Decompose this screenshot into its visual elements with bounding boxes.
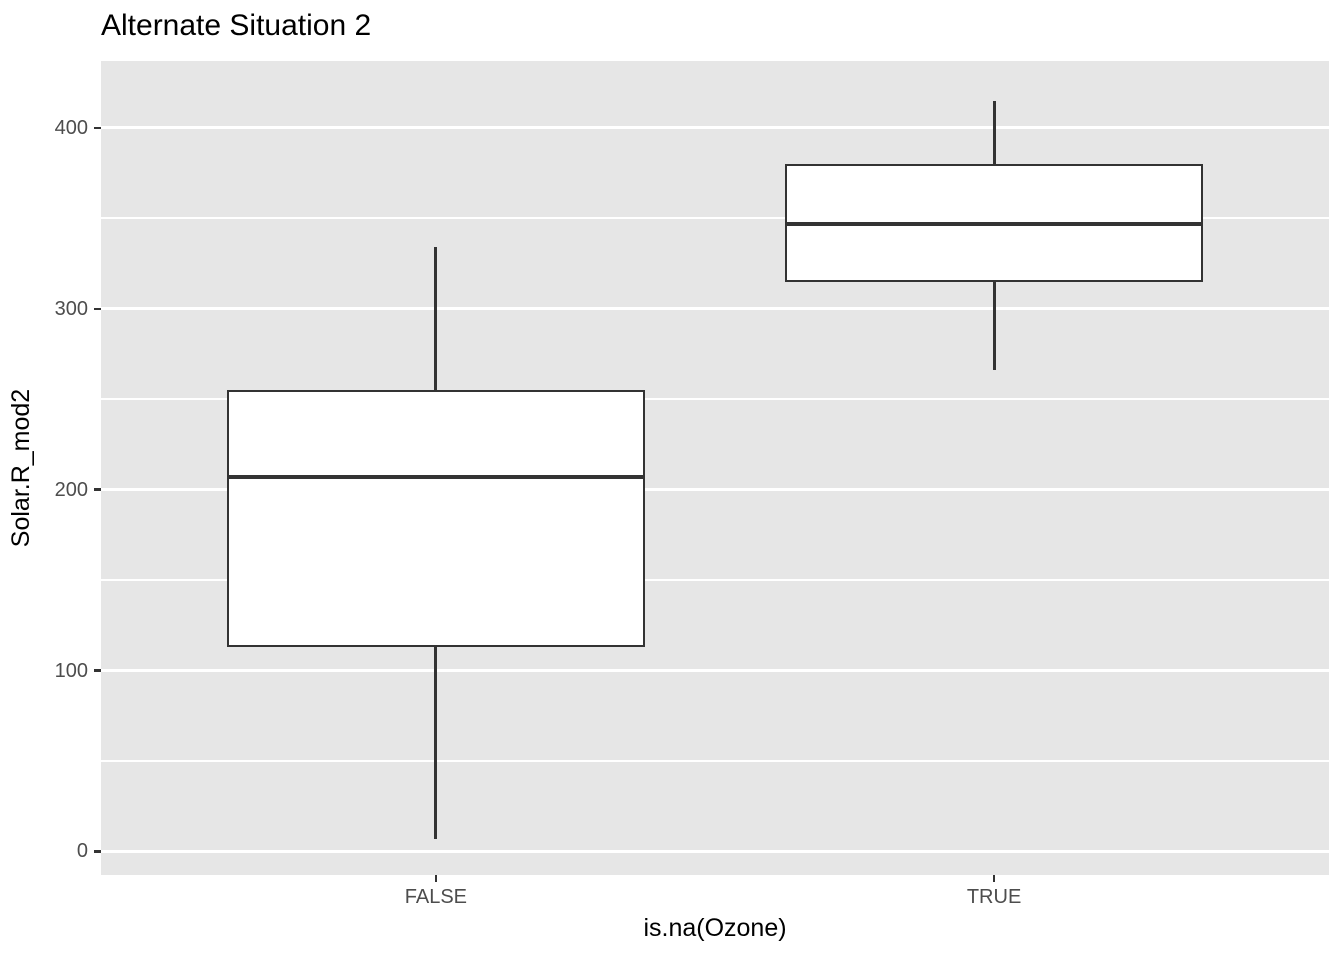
boxplot-upper-whisker	[434, 247, 438, 391]
y-axis-tick-mark	[94, 126, 101, 130]
gridline-minor	[101, 579, 1329, 582]
gridline-minor	[101, 398, 1329, 401]
plot-title: Alternate Situation 2	[101, 9, 372, 42]
boxplot-median-line	[228, 474, 644, 480]
y-axis-tick-label: 0	[76, 840, 88, 863]
y-axis-tick-mark	[94, 488, 101, 491]
x-axis-title: is.na(Ozone)	[643, 914, 787, 942]
x-axis-tick-label: FALSE	[404, 886, 468, 908]
gridline-major	[101, 126, 1329, 130]
plot-panel	[101, 61, 1329, 875]
gridline-major	[101, 488, 1329, 492]
x-axis-tick-label: TRUE	[966, 886, 1022, 908]
x-axis-tick-mark	[434, 875, 438, 882]
gridline-major	[101, 307, 1329, 311]
boxplot-box	[226, 390, 646, 648]
y-axis-tick-mark	[94, 850, 101, 853]
y-axis-tick-mark	[94, 669, 101, 672]
gridline-minor	[101, 760, 1329, 763]
y-axis-title: Solar.R_mod2	[7, 388, 35, 548]
y-axis-tick-mark	[94, 307, 101, 311]
boxplot-lower-whisker	[992, 281, 996, 371]
gridline-minor	[101, 217, 1329, 220]
gridline-major	[101, 669, 1329, 673]
y-axis-tick-label: 200	[54, 478, 88, 501]
x-axis-tick-mark	[992, 875, 996, 882]
y-axis-tick-label: 100	[54, 659, 88, 682]
boxplot-median-line	[786, 221, 1202, 227]
boxplot-upper-whisker	[992, 100, 996, 165]
y-axis-tick-label: 300	[54, 297, 88, 320]
y-axis-tick-label: 400	[54, 116, 88, 139]
gridline-major	[101, 849, 1329, 853]
boxplot-lower-whisker	[434, 647, 438, 839]
